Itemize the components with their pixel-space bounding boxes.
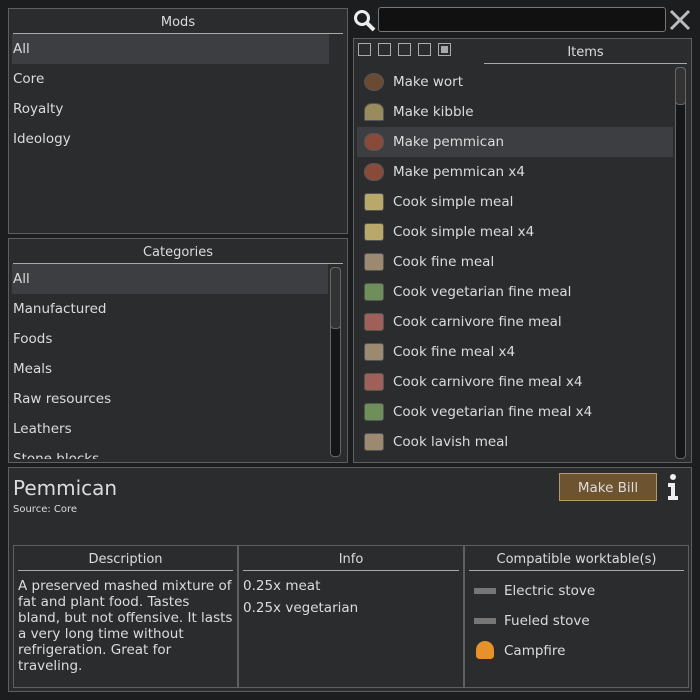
item-row[interactable]: Cook simple meal [357, 187, 673, 217]
filter-checkbox[interactable] [418, 43, 431, 56]
item-label: Make pemmican [393, 134, 505, 150]
detail-title: Pemmican [13, 476, 118, 500]
worktables-panel: Compatible worktable(s) Electric stove Fu… [464, 545, 689, 688]
item-icon [364, 163, 384, 181]
worktable-item: Electric stove [504, 583, 596, 599]
description-text: A preserved mashed mixture of fat and pl… [18, 578, 233, 674]
item-row[interactable]: Make pemmican x4 [357, 157, 673, 187]
category-item[interactable]: Raw resources [13, 391, 112, 407]
item-icon [364, 223, 384, 241]
detail-source: Source: Core [13, 504, 78, 515]
info-button[interactable] [665, 473, 681, 501]
item-icon [364, 73, 384, 91]
filter-checkbox[interactable] [358, 43, 371, 56]
filter-checkbox[interactable] [438, 43, 451, 56]
make-bill-button[interactable]: Make Bill [559, 473, 657, 501]
worktable-icon [474, 588, 496, 594]
worktable-item: Campfire [504, 643, 566, 659]
mod-item[interactable]: All [12, 34, 329, 64]
category-item[interactable]: All [12, 264, 328, 294]
item-icon [364, 433, 384, 451]
detail-panel: Pemmican Source: Core Make Bill Descript… [8, 467, 692, 692]
info-panel: Info 0.25x meat 0.25x vegetarian [238, 545, 464, 688]
item-row[interactable]: Cook lavish meal [357, 427, 673, 457]
item-row[interactable]: Cook carnivore fine meal x4 [357, 367, 673, 397]
category-item[interactable]: Leathers [13, 421, 72, 437]
item-row[interactable]: Make kibble [357, 97, 673, 127]
item-icon [364, 103, 384, 121]
mods-panel: Mods All Core Royalty Ideology [8, 8, 348, 234]
items-panel: Items Make wort Make kibble Make pemmican M… [353, 38, 692, 463]
mod-item[interactable]: Core [13, 71, 45, 87]
scrollbar-track [675, 67, 686, 459]
description-panel: Description A preserved mashed mixture o… [13, 545, 238, 688]
item-row[interactable]: Cook carnivore fine meal [357, 307, 673, 337]
item-row[interactable]: Cook vegetarian fine meal x4 [357, 397, 673, 427]
category-item[interactable]: Foods [13, 331, 53, 347]
category-item[interactable]: Meals [13, 361, 53, 377]
item-row[interactable]: Cook fine meal [357, 247, 673, 277]
item-label: Cook fine meal x4 [393, 344, 516, 360]
panel-title: Description [18, 550, 233, 571]
item-icon [364, 313, 384, 331]
clear-button[interactable] [668, 8, 692, 32]
mod-item[interactable]: Royalty [13, 101, 64, 117]
worktable-icon [476, 641, 494, 659]
item-icon [364, 373, 384, 391]
item-row[interactable]: Make pemmican [357, 127, 673, 157]
item-row[interactable]: Make wort [357, 67, 673, 97]
item-label: Make pemmican x4 [393, 164, 525, 180]
item-icon [364, 283, 384, 301]
item-icon [364, 343, 384, 361]
panel-title: Categories [13, 243, 343, 264]
info-line: 0.25x vegetarian [243, 600, 359, 616]
info-line: 0.25x meat [243, 578, 321, 594]
scrollbar-thumb[interactable] [675, 67, 686, 105]
scrollbar-thumb[interactable] [330, 267, 341, 329]
category-item[interactable]: Stone blocks [13, 451, 100, 459]
item-icon [364, 133, 384, 151]
item-icon [364, 403, 384, 421]
item-icon [364, 253, 384, 271]
item-label: Cook carnivore fine meal [393, 314, 562, 330]
filter-checkbox[interactable] [398, 43, 411, 56]
item-icon [364, 193, 384, 211]
item-label: Cook simple meal [393, 194, 514, 210]
item-label: Make wort [393, 74, 463, 90]
item-row[interactable]: Cook fine meal x4 [357, 337, 673, 367]
item-label: Cook simple meal x4 [393, 224, 535, 240]
panel-title: Compatible worktable(s) [469, 550, 684, 571]
category-list: All Manufactured Foods Meals Raw resources Le… [12, 264, 328, 459]
panel-title: Items [484, 43, 687, 64]
filter-checkbox[interactable] [378, 43, 391, 56]
mod-item[interactable]: Ideology [13, 131, 71, 147]
worktable-icon [474, 618, 496, 624]
item-label: Cook fine meal [393, 254, 495, 270]
item-row[interactable]: Cook simple meal x4 [357, 217, 673, 247]
item-label: Cook vegetarian fine meal [393, 284, 572, 300]
item-label: Cook lavish meal [393, 434, 509, 450]
panel-title: Info [243, 550, 459, 571]
search-icon [354, 10, 376, 32]
checkbox-fill [441, 46, 448, 53]
item-label: Cook carnivore fine meal x4 [393, 374, 583, 390]
panel-title: Mods [13, 13, 343, 34]
worktable-item: Fueled stove [504, 613, 590, 629]
item-label: Make kibble [393, 104, 474, 120]
item-row[interactable]: Cook vegetarian fine meal [357, 277, 673, 307]
category-item[interactable]: Manufactured [13, 301, 107, 317]
search-input[interactable] [378, 7, 666, 32]
categories-panel: Categories All Manufactured Foods Meals Raw … [8, 238, 348, 463]
item-label: Cook vegetarian fine meal x4 [393, 404, 593, 420]
